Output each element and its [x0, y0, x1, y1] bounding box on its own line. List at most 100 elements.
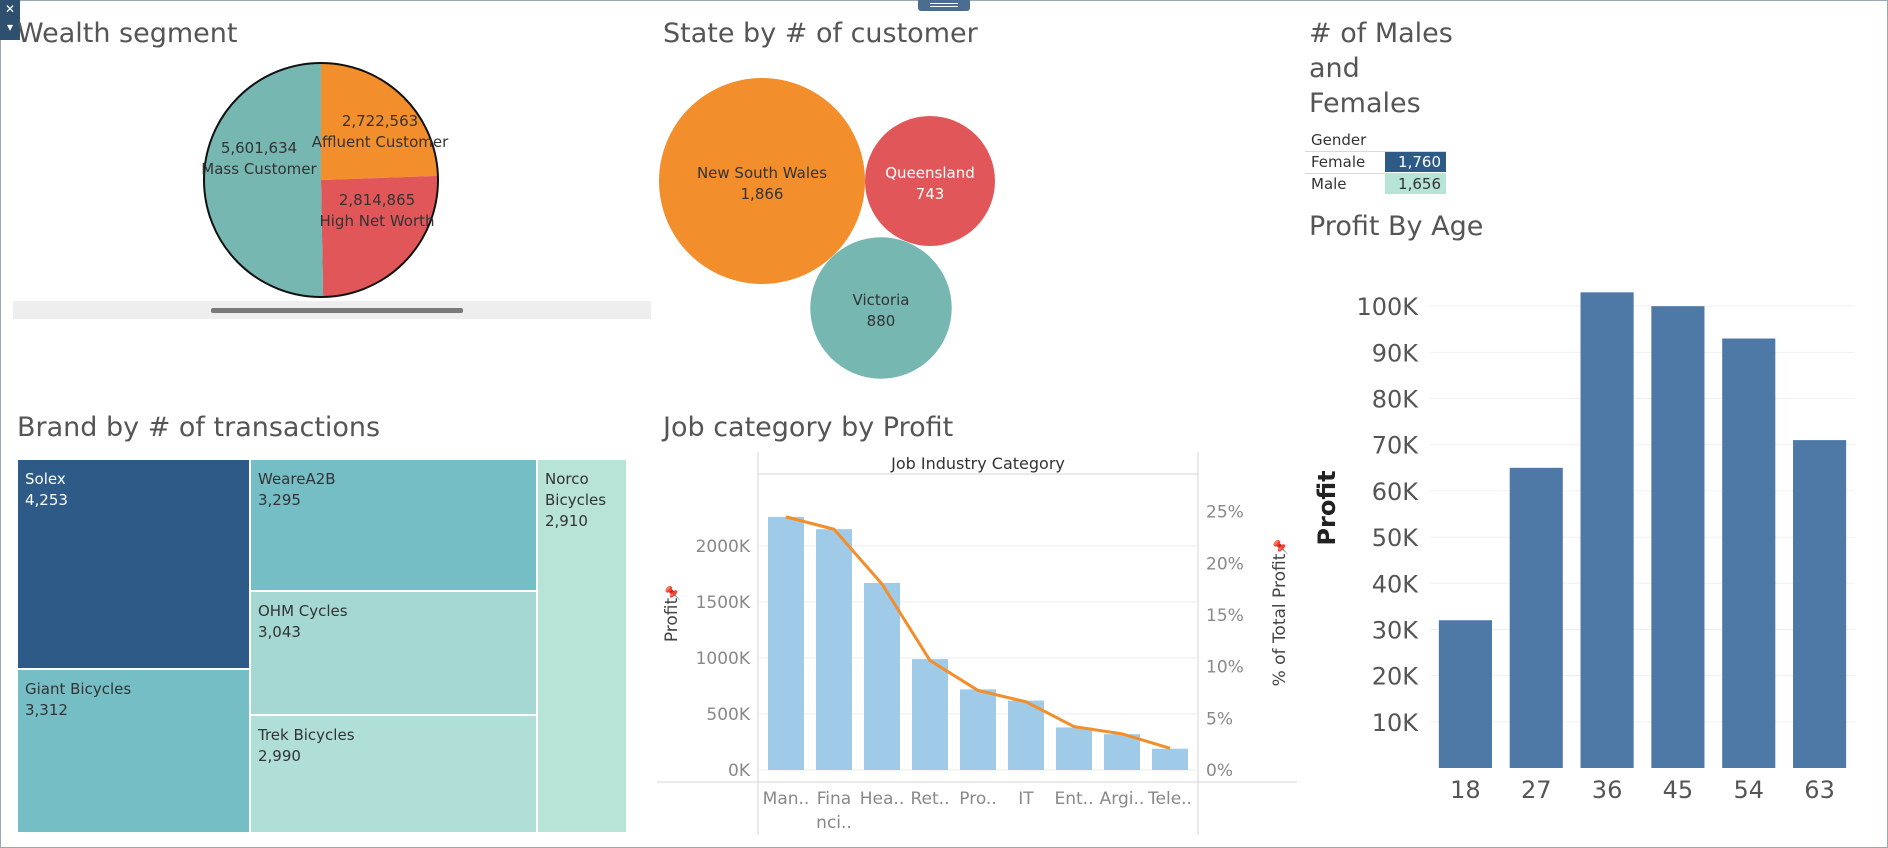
bar[interactable]	[1056, 727, 1092, 770]
brand-treemap: Solex 4,253 Giant Bicycles 3,312 WeareA2B 3,2…	[17, 459, 627, 833]
y2-tick-label: 15%	[1206, 606, 1244, 626]
bar[interactable]	[768, 516, 804, 770]
pie-outline	[203, 62, 439, 298]
gender-table: Gender Female 1,760 Male 1,656	[1305, 130, 1446, 195]
bubble-value: 1,866	[741, 185, 784, 203]
bubble-1[interactable]	[865, 116, 995, 246]
y-axis-label: Profit	[1313, 470, 1341, 545]
treemap-label: Norco	[545, 470, 589, 488]
gender-header: Gender	[1311, 131, 1367, 149]
treemap-value: 3,295	[258, 491, 301, 509]
x-tick-label: IT	[1018, 789, 1034, 809]
x-tick-label: Fina	[817, 789, 851, 809]
dropdown-arrow-icon[interactable]: ▾	[6, 20, 14, 34]
treemap-cell[interactable]: Solex 4,253	[17, 459, 250, 669]
bar[interactable]	[1152, 748, 1188, 770]
x-tick-label: 54	[1733, 776, 1764, 804]
y-tick-label: 2000K	[696, 537, 751, 557]
gender-row-male[interactable]: Male 1,656	[1305, 173, 1446, 195]
drag-handle[interactable]	[918, 0, 970, 11]
x-tick-label: Tele..	[1147, 789, 1192, 809]
y-tick-label: 30K	[1372, 616, 1420, 644]
x-tick-label: nci..	[816, 813, 852, 833]
y-tick-label: 60K	[1372, 478, 1420, 506]
state-title: State by # of customer	[663, 18, 978, 49]
bubble-2[interactable]	[810, 237, 952, 379]
treemap-value: 2,910	[545, 512, 588, 530]
y2-tick-label: 10%	[1206, 658, 1244, 678]
treemap-cell[interactable]: Norco Bicycles 2,910	[537, 459, 627, 833]
pin-icon[interactable]: 📌	[664, 585, 681, 601]
treemap-value: 2,990	[258, 747, 301, 765]
treemap-label: Solex	[25, 470, 66, 488]
treemap-label: Bicycles	[545, 491, 607, 509]
x-tick-label: Argi..	[1100, 789, 1145, 809]
gender-value: 1,760	[1385, 152, 1446, 172]
gender-title-line3: Females	[1309, 88, 1421, 119]
y-tick-label: 10K	[1372, 709, 1420, 737]
treemap-cell[interactable]: Giant Bicycles 3,312	[17, 669, 250, 833]
state-bubble-chart: New South Wales 1,866 Queensland 743 Victori…	[659, 78, 995, 379]
profit-by-age-chart: 10K 20K 30K 40K 50K 60K 70K 80K 90K 100K 18 27 36 45 5…	[1313, 292, 1855, 804]
x-tick-label: 27	[1521, 776, 1552, 804]
pie-slice[interactable]	[321, 175, 438, 297]
sheet-menu-button[interactable]: ✕ ▾	[0, 0, 20, 40]
pie-value-label: 5,601,634	[221, 139, 297, 157]
y2-tick-label: 25%	[1206, 503, 1244, 523]
bar[interactable]	[1793, 440, 1847, 768]
pie-value-label: 2,814,865	[339, 191, 415, 209]
job-category-chart: Job Industry Category 0K 500K 1000K 1500K 200…	[657, 452, 1297, 835]
y-tick-label: 90K	[1372, 339, 1420, 367]
treemap-cell[interactable]: WeareA2B 3,295	[250, 459, 537, 591]
bar[interactable]	[1651, 306, 1705, 768]
x-tick-label: Pro..	[959, 789, 996, 809]
pie-category-label: Affluent Customer	[312, 133, 449, 151]
pie-slice[interactable]	[321, 63, 438, 180]
bubble-label: Queensland	[885, 164, 974, 182]
job-category-title: Job category by Profit	[663, 412, 954, 443]
bar[interactable]	[816, 529, 852, 770]
y-tick-label: 20K	[1372, 663, 1420, 691]
bar[interactable]	[912, 659, 948, 770]
treemap-label: OHM Cycles	[258, 602, 348, 620]
bubble-value: 880	[867, 312, 896, 330]
pie-slice[interactable]	[203, 63, 324, 297]
y-tick-label: 100K	[1356, 293, 1419, 321]
x-tick-label: Ent..	[1055, 789, 1094, 809]
bar[interactable]	[1104, 734, 1140, 770]
y2-tick-label: 5%	[1206, 709, 1233, 729]
bubble-value: 743	[916, 185, 945, 203]
wealth-pie-chart: 5,601,634 Mass Customer 2,722,563 Affluent …	[201, 62, 449, 298]
y2-tick-label: 0%	[1206, 761, 1233, 781]
bar[interactable]	[960, 689, 996, 770]
bubble-0[interactable]	[659, 78, 865, 284]
y-tick-label: 80K	[1372, 386, 1420, 414]
y-tick-label: 500K	[706, 705, 750, 725]
x-tick-label: 18	[1450, 776, 1481, 804]
bubble-label: New South Wales	[697, 164, 827, 182]
bar[interactable]	[1722, 338, 1776, 768]
y-tick-label: 70K	[1372, 432, 1420, 460]
bar[interactable]	[1438, 620, 1492, 768]
x-tick-label: Man..	[763, 789, 810, 809]
scrollbar-thumb[interactable]	[211, 308, 463, 313]
pie-category-label: Mass Customer	[201, 160, 317, 178]
treemap-label: Giant Bicycles	[25, 680, 132, 698]
horizontal-scrollbar[interactable]	[13, 301, 651, 319]
treemap-cell[interactable]: OHM Cycles 3,043	[250, 591, 537, 715]
gender-label: Male	[1311, 175, 1347, 193]
bar[interactable]	[864, 582, 900, 770]
bar[interactable]	[1509, 467, 1563, 768]
pct-line[interactable]	[785, 515, 1171, 750]
x-tick-label: 63	[1804, 776, 1835, 804]
treemap-cell[interactable]: Trek Bicycles 2,990	[250, 715, 537, 833]
pin-icon[interactable]: 📌	[1272, 539, 1289, 555]
bar[interactable]	[1008, 700, 1044, 770]
y-tick-label: 0K	[728, 761, 751, 781]
gender-label: Female	[1311, 153, 1366, 171]
x-tick-label: 45	[1663, 776, 1694, 804]
bar[interactable]	[1580, 292, 1634, 768]
treemap-value: 3,312	[25, 701, 68, 719]
close-icon[interactable]: ✕	[4, 2, 16, 16]
gender-row-female[interactable]: Female 1,760	[1305, 151, 1446, 173]
